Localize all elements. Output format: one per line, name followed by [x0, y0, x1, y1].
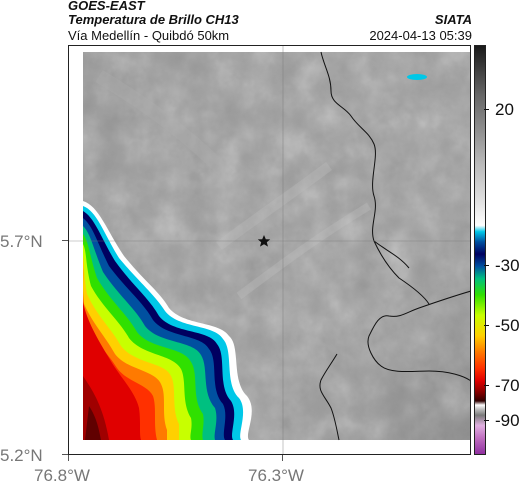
colorbar-label-minus70: -70 [495, 376, 520, 395]
star-icon [257, 235, 271, 247]
cold-cloud-fleck [407, 74, 427, 80]
satellite-image [69, 46, 470, 454]
colorbar-label-minus50: -50 [495, 316, 520, 335]
political-borders [319, 51, 470, 441]
colorbar [474, 45, 486, 455]
timestamp: 2024-04-13 05:39 [369, 28, 472, 43]
colorbar-label-minus90: -90 [495, 411, 520, 430]
colorbar-tick [484, 325, 489, 326]
colorbar-tick [484, 265, 489, 266]
lon-label-76-3: 76.3°W [248, 466, 304, 485]
colorbar-tick [484, 385, 489, 386]
colorbar-label-20: 20 [495, 100, 514, 119]
cold-cloud-system [83, 201, 252, 440]
lon-label-76-8: 76.8°W [34, 466, 90, 485]
region-subtitle: Vía Medellín - Quibdó 50km [68, 28, 230, 43]
lat-label-5-7: 5.7°N [0, 232, 43, 251]
colorbar-tick [484, 109, 489, 110]
graticule [69, 46, 470, 454]
satellite-name: GOES-EAST [68, 0, 145, 13]
agency-label: SIATA [434, 12, 472, 27]
lat-tick [62, 240, 68, 241]
lat-tick [62, 454, 68, 455]
product-title: Temperatura de Brillo CH13 [68, 12, 239, 27]
colorbar-tick [484, 420, 489, 421]
map-panel[interactable] [68, 45, 471, 455]
colorbar-label-minus30: -30 [495, 256, 520, 275]
lon-tick [282, 455, 283, 461]
lat-label-5-2: 5.2°N [0, 446, 43, 465]
lon-tick [68, 455, 69, 461]
